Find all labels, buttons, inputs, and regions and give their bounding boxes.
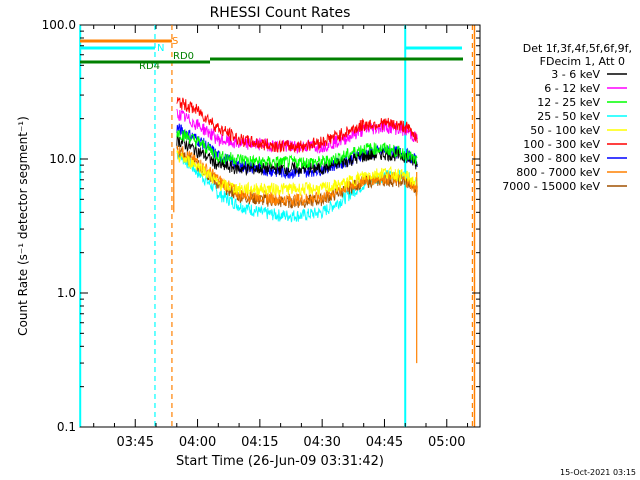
legend-label: 6 - 12 keV bbox=[544, 82, 600, 95]
series-trace-100-300keV bbox=[176, 97, 418, 154]
x-tick-label: 03:45 bbox=[117, 435, 154, 450]
flag-label-rd0: RD0 bbox=[173, 51, 194, 62]
legend: Det 1f,3f,4f,5f,6f,9f, FDecim 1, Att 0 3… bbox=[502, 42, 632, 193]
legend-header-line-2: FDecim 1, Att 0 bbox=[540, 55, 625, 68]
legend-label: 25 - 50 keV bbox=[537, 110, 600, 123]
legend-label: 800 - 7000 keV bbox=[516, 166, 600, 179]
y-axis: 0.1 1.0 10.0 100.0 bbox=[42, 18, 480, 434]
chart-title: RHESSI Count Rates bbox=[210, 5, 351, 21]
flag-label-n: N bbox=[157, 43, 164, 54]
flag-label-rd4: RD4 bbox=[139, 61, 160, 72]
x-axis-label: Start Time (26-Jun-09 03:31:42) bbox=[176, 454, 384, 469]
y-tick-label: 0.1 bbox=[57, 420, 76, 434]
flag-label-s: S bbox=[172, 36, 178, 47]
x-axis: 03:45 04:00 04:15 04:30 04:45 05:00 bbox=[93, 25, 469, 450]
series-trace-50-100keV bbox=[176, 150, 418, 197]
plot-frame bbox=[79, 24, 481, 428]
y-tick-label: 10.0 bbox=[49, 152, 76, 166]
legend-label: 300 - 800 keV bbox=[523, 152, 600, 165]
y-axis-label: Count Rate (s⁻¹ detector segment⁻¹) bbox=[16, 116, 30, 336]
legend-label: 100 - 300 keV bbox=[523, 138, 600, 151]
x-tick-label: 04:15 bbox=[241, 435, 278, 450]
x-tick-label: 04:45 bbox=[366, 435, 403, 450]
legend-label: 12 - 25 keV bbox=[537, 96, 600, 109]
legend-label: 7000 - 15000 keV bbox=[502, 180, 600, 193]
legend-header-line-1: Det 1f,3f,4f,5f,6f,9f, bbox=[523, 42, 632, 55]
legend-label: 50 - 100 keV bbox=[530, 124, 600, 137]
series-trace-800-7000keV bbox=[176, 144, 418, 207]
x-tick-label: 05:00 bbox=[428, 435, 465, 450]
y-tick-label: 1.0 bbox=[57, 286, 76, 300]
series-trace-12-25keV bbox=[176, 128, 418, 169]
plot-area: SN RD0 RD4 bbox=[79, 24, 481, 428]
x-tick-label: 04:00 bbox=[179, 435, 216, 450]
x-tick-label: 04:30 bbox=[303, 435, 340, 450]
legend-label: 3 - 6 keV bbox=[551, 68, 600, 81]
series-trace-6-12keV bbox=[176, 108, 418, 155]
render-timestamp: 15-Oct-2021 03:15 bbox=[560, 468, 636, 477]
y-tick-label: 100.0 bbox=[42, 18, 76, 32]
